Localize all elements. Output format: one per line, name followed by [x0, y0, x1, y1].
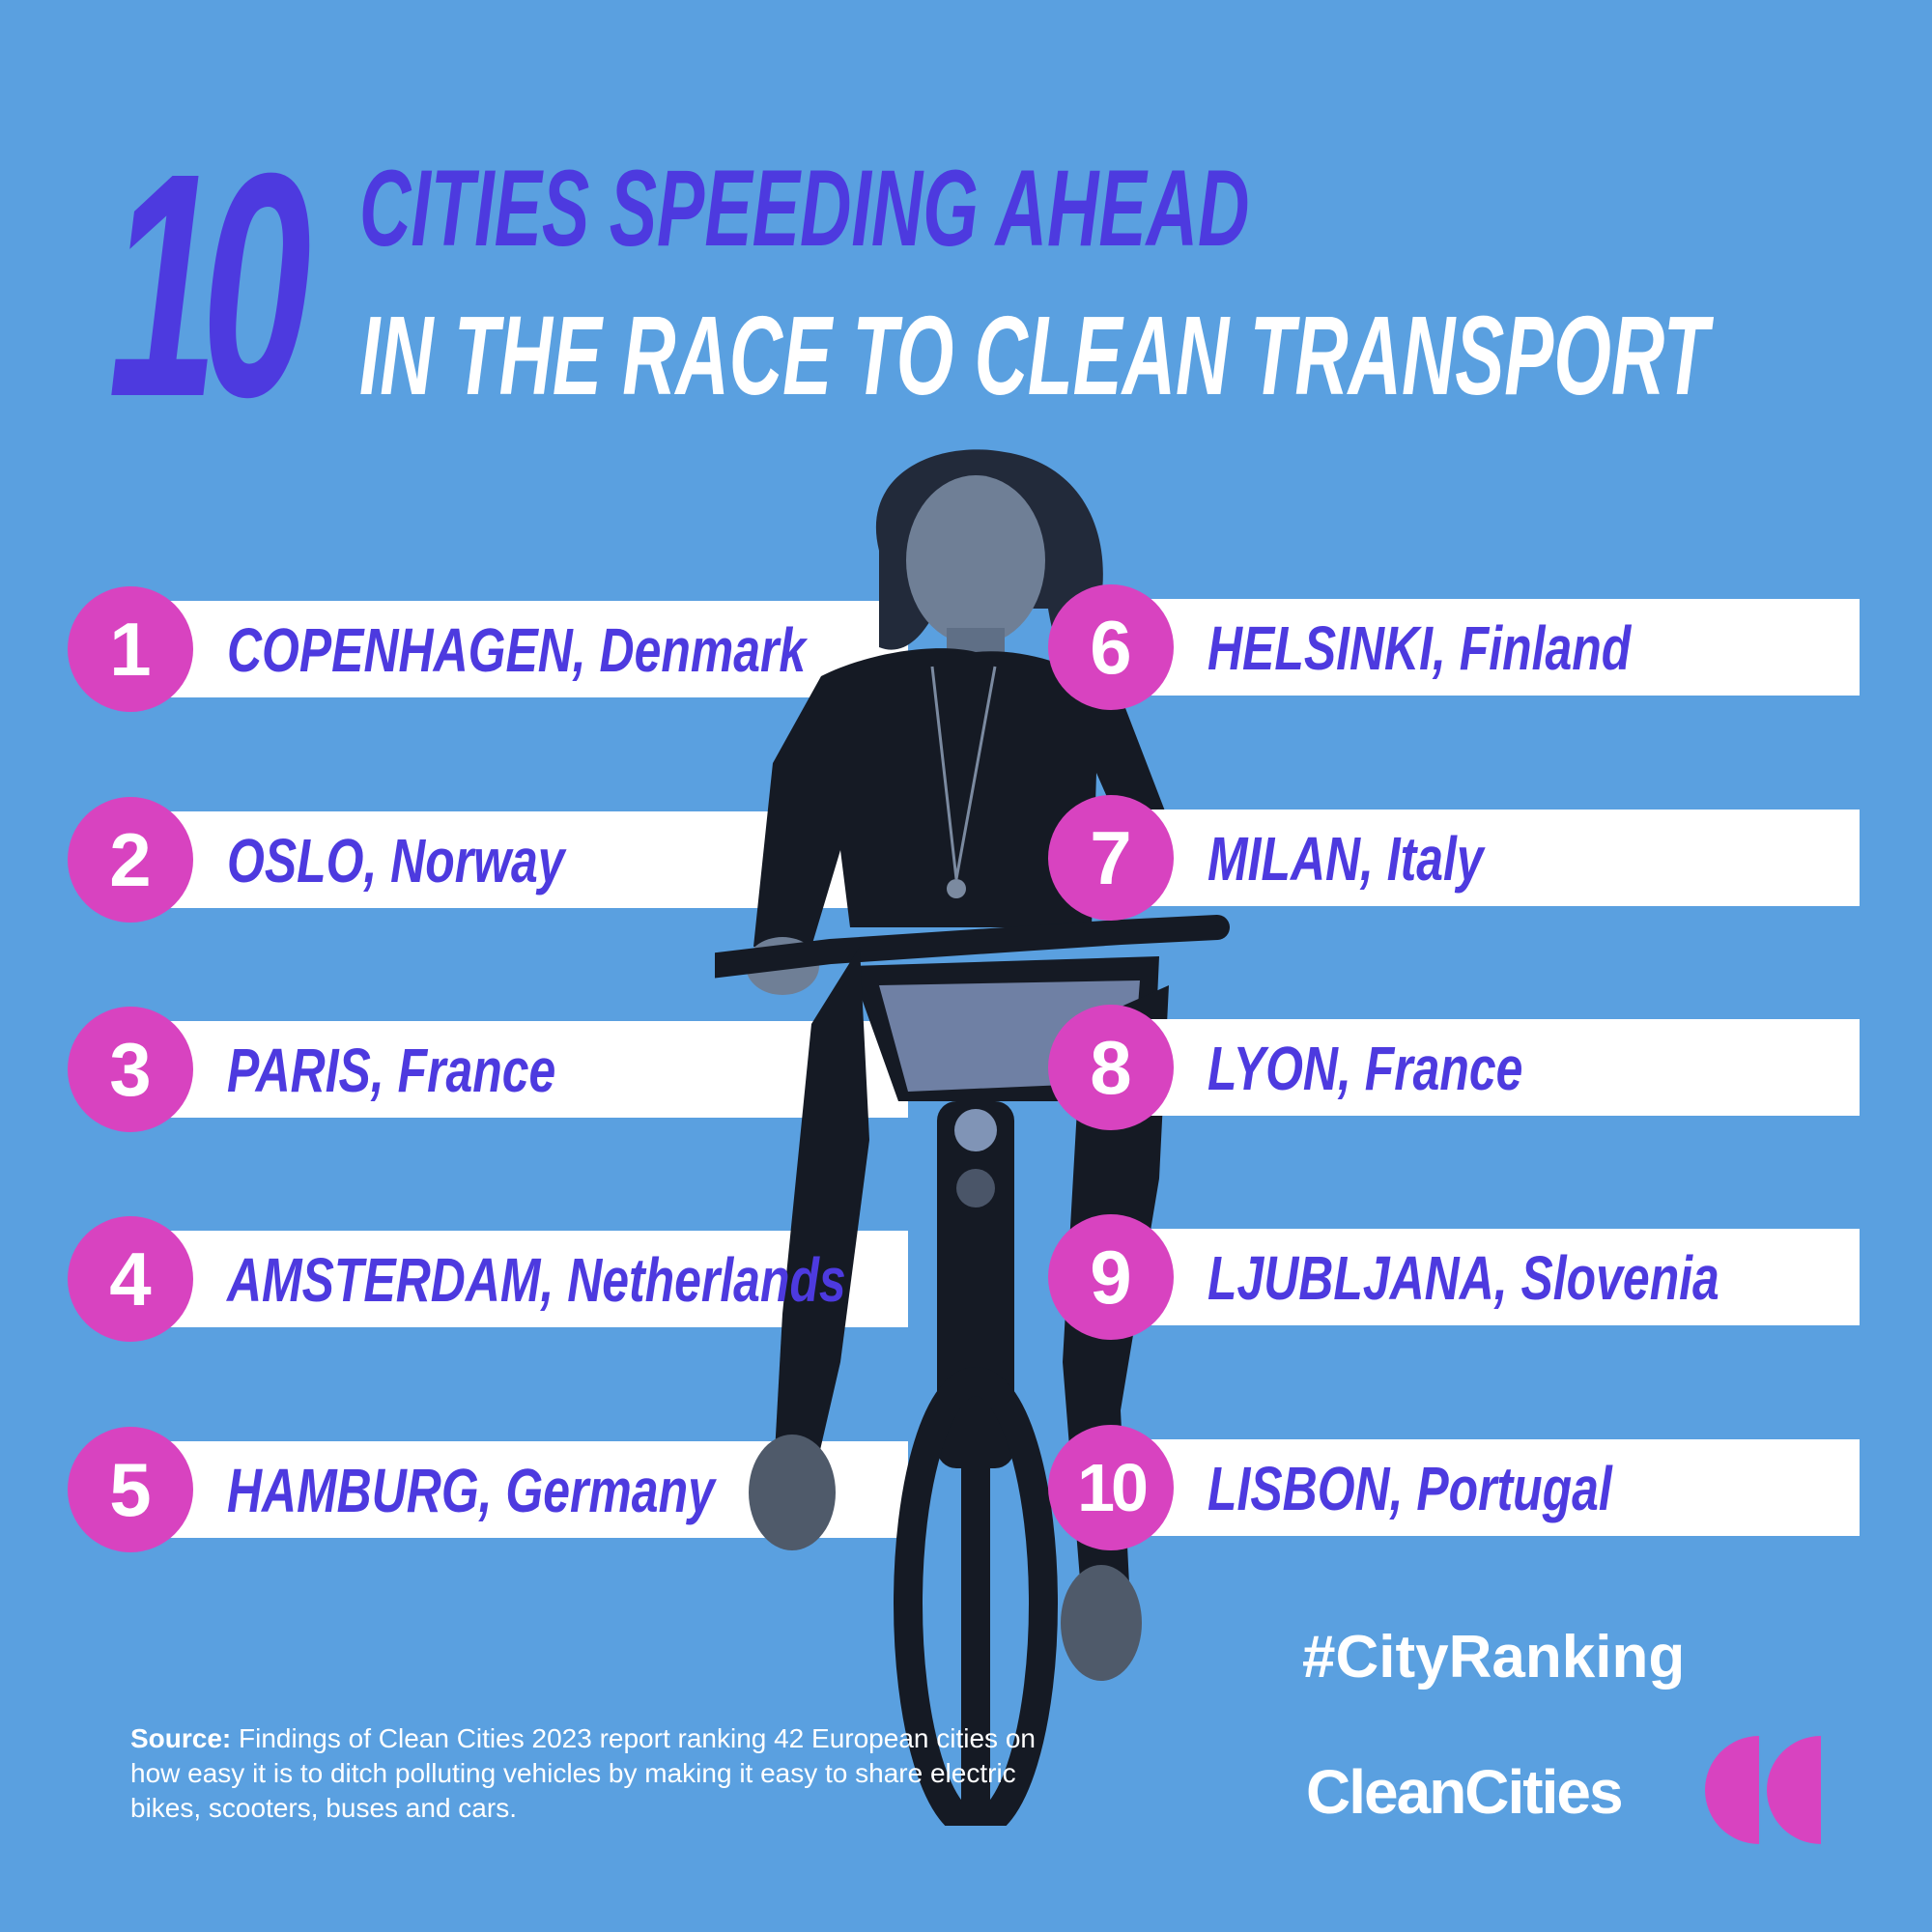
- headline-number: 10: [108, 106, 311, 463]
- rank-badge: 2: [68, 797, 193, 923]
- ranking-row-8: 8 LYON, France: [1048, 1005, 1860, 1130]
- rank-label: HELSINKI, Finland: [1208, 612, 1631, 684]
- ranking-row-10: 10 LISBON, Portugal: [1048, 1425, 1860, 1550]
- rank-bar: [1106, 1439, 1860, 1536]
- rank-label: MILAN, Italy: [1208, 823, 1484, 895]
- rank-label: LYON, France: [1208, 1033, 1522, 1104]
- rank-label: HAMBURG, Germany: [227, 1455, 715, 1526]
- rank-label: PARIS, France: [227, 1035, 555, 1106]
- rank-city: LJUBLJANA,: [1208, 1243, 1508, 1313]
- rank-badge: 9: [1048, 1214, 1174, 1340]
- rank-bar: [1106, 1229, 1860, 1325]
- rank-bar: [1106, 810, 1860, 906]
- ranking-row-9: 9 LJUBLJANA, Slovenia: [1048, 1214, 1860, 1340]
- rank-city: PARIS,: [227, 1036, 384, 1105]
- rank-city: LISBON,: [1208, 1454, 1404, 1523]
- rank-city: OSLO,: [227, 826, 378, 895]
- rank-country: France: [397, 1036, 556, 1105]
- rank-country: Finland: [1459, 613, 1632, 683]
- bike-wheel: [894, 1367, 1058, 1826]
- cyclist-legs: [773, 947, 869, 1488]
- rank-city: AMSTERDAM,: [227, 1245, 554, 1315]
- rank-badge: 4: [68, 1216, 193, 1342]
- rank-badge: 6: [1048, 584, 1174, 710]
- brand-name: CleanCities: [1306, 1757, 1624, 1827]
- ranking-row-4: 4 AMSTERDAM, Netherlands: [68, 1216, 908, 1342]
- rank-country: Portugal: [1416, 1454, 1612, 1523]
- rank-city: HELSINKI,: [1208, 613, 1446, 683]
- rank-label: AMSTERDAM, Netherlands: [227, 1244, 846, 1316]
- rank-badge: 3: [68, 1007, 193, 1132]
- rank-country: Denmark: [599, 615, 807, 685]
- rank-label: COPENHAGEN, Denmark: [227, 614, 806, 686]
- rank-badge: 8: [1048, 1005, 1174, 1130]
- rank-bar: [1106, 599, 1860, 696]
- rank-country: Germany: [505, 1456, 715, 1525]
- rank-label: OSLO, Norway: [227, 825, 565, 896]
- ranking-row-3: 3 PARIS, France: [68, 1007, 908, 1132]
- rank-bar: [126, 1021, 908, 1118]
- rank-country: Slovenia: [1520, 1243, 1719, 1313]
- rank-badge: 1: [68, 586, 193, 712]
- ranking-row-1: 1 COPENHAGEN, Denmark: [68, 586, 908, 712]
- rank-bar: [1106, 1019, 1860, 1116]
- rank-bar: [126, 1231, 908, 1327]
- rank-city: MILAN,: [1208, 824, 1374, 894]
- rank-city: LYON,: [1208, 1034, 1351, 1103]
- headline-line-2: IN THE RACE TO CLEAN TRANSPORT: [359, 293, 1709, 418]
- ranking-row-7: 7 MILAN, Italy: [1048, 795, 1860, 921]
- rank-city: HAMBURG,: [227, 1456, 493, 1525]
- headline-line-1: CITIES SPEEDING AHEAD: [359, 148, 1250, 269]
- clean-cities-logo-icon: [1705, 1736, 1821, 1844]
- bike-handlebar: [715, 915, 1230, 979]
- rank-label: LISBON, Portugal: [1208, 1453, 1612, 1524]
- rank-badge: 10: [1048, 1425, 1174, 1550]
- rank-bar: [126, 601, 908, 697]
- source-note: Source: Findings of Clean Cities 2023 re…: [130, 1721, 1058, 1826]
- ranking-row-6: 6 HELSINKI, Finland: [1048, 584, 1860, 710]
- rank-city: COPENHAGEN,: [227, 615, 586, 685]
- source-label: Source:: [130, 1723, 232, 1753]
- rank-label: LJUBLJANA, Slovenia: [1208, 1242, 1719, 1314]
- source-text: Findings of Clean Cities 2023 report ran…: [130, 1723, 1036, 1823]
- hashtag: #CityRanking: [1302, 1624, 1686, 1690]
- rank-badge: 7: [1048, 795, 1174, 921]
- rank-country: Netherlands: [567, 1245, 846, 1315]
- rank-country: Norway: [390, 826, 565, 895]
- rank-country: France: [1364, 1034, 1523, 1103]
- rank-country: Italy: [1386, 824, 1484, 894]
- rank-badge: 5: [68, 1427, 193, 1552]
- cyclist-face: [906, 475, 1045, 645]
